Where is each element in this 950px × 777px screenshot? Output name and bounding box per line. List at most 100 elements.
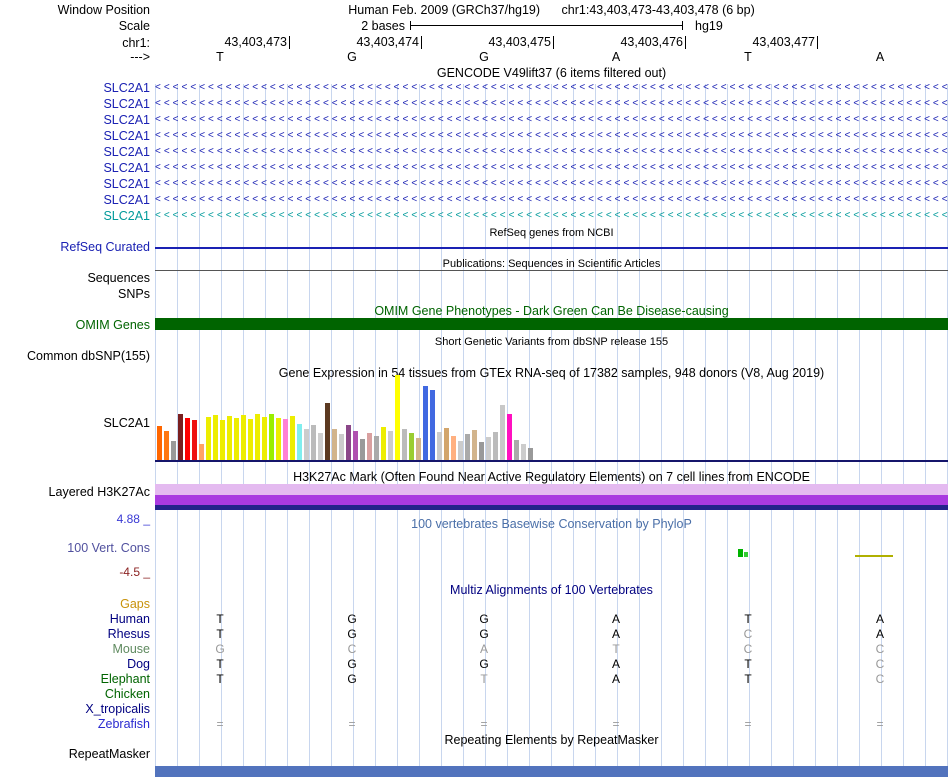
gtex-expression-bar[interactable] bbox=[395, 375, 400, 460]
gtex-expression-bar[interactable] bbox=[360, 439, 365, 460]
gtex-expression-bar[interactable] bbox=[283, 419, 288, 460]
gtex-expression-bar[interactable] bbox=[234, 418, 239, 460]
label-snps[interactable]: SNPs bbox=[118, 287, 150, 301]
gtex-expression-bar[interactable] bbox=[409, 433, 414, 460]
gtex-expression-bar[interactable] bbox=[318, 433, 323, 460]
multiz-species-label[interactable]: Zebrafish bbox=[97, 717, 150, 731]
label-omim-genes[interactable]: OMIM Genes bbox=[75, 318, 150, 332]
gtex-expression-bar[interactable] bbox=[437, 432, 442, 460]
gencode-track-label[interactable]: SLC2A1 bbox=[103, 177, 150, 191]
gtex-expression-bar[interactable] bbox=[199, 444, 204, 460]
gtex-expression-bar[interactable] bbox=[500, 405, 505, 460]
gencode-track-label[interactable]: SLC2A1 bbox=[103, 81, 150, 95]
h3k27ac-band-purple[interactable] bbox=[155, 495, 948, 505]
multiz-species-label[interactable]: Human bbox=[109, 612, 150, 626]
multiz-species-label[interactable]: Mouse bbox=[112, 642, 150, 656]
gtex-expression-bar[interactable] bbox=[472, 430, 477, 460]
gencode-transcript-row[interactable]: <<<<<<<<<<<<<<<<<<<<<<<<<<<<<<<<<<<<<<<<… bbox=[155, 194, 948, 205]
multiz-base: G bbox=[347, 612, 357, 626]
gtex-expression-bar[interactable] bbox=[388, 431, 393, 460]
gtex-expression-bar[interactable] bbox=[185, 418, 190, 460]
multiz-track-title: Multiz Alignments of 100 Vertebrates bbox=[450, 583, 653, 597]
h3k27ac-band-navy[interactable] bbox=[155, 505, 948, 510]
gtex-expression-bar[interactable] bbox=[269, 414, 274, 460]
gtex-expression-bar[interactable] bbox=[402, 429, 407, 460]
gtex-expression-bar[interactable] bbox=[290, 416, 295, 460]
multiz-species-label[interactable]: Gaps bbox=[120, 597, 150, 611]
gtex-expression-bar[interactable] bbox=[528, 448, 533, 460]
gencode-track-label[interactable]: SLC2A1 bbox=[103, 161, 150, 175]
gencode-transcript-row[interactable]: <<<<<<<<<<<<<<<<<<<<<<<<<<<<<<<<<<<<<<<<… bbox=[155, 162, 948, 173]
gtex-expression-bar[interactable] bbox=[521, 444, 526, 460]
gtex-expression-bar[interactable] bbox=[451, 436, 456, 460]
gtex-expression-bar[interactable] bbox=[416, 438, 421, 460]
gencode-track-label[interactable]: SLC2A1 bbox=[103, 97, 150, 111]
gtex-expression-bar[interactable] bbox=[374, 436, 379, 460]
gtex-expression-bar[interactable] bbox=[465, 434, 470, 460]
multiz-species-label[interactable]: Rhesus bbox=[107, 627, 150, 641]
gtex-expression-bar[interactable] bbox=[444, 428, 449, 460]
repeatmasker-track-title: Repeating Elements by RepeatMasker bbox=[444, 733, 659, 747]
gtex-expression-bar[interactable] bbox=[297, 424, 302, 460]
gencode-track-label[interactable]: SLC2A1 bbox=[103, 129, 150, 143]
refseq-curated-track-line[interactable] bbox=[155, 247, 948, 249]
multiz-species-label[interactable]: Elephant bbox=[100, 672, 150, 686]
gtex-expression-bar[interactable] bbox=[458, 441, 463, 460]
track-display-area[interactable]: Human Feb. 2009 (GRCh37/hg19) chr1:43,40… bbox=[155, 0, 948, 777]
gencode-transcript-row[interactable]: <<<<<<<<<<<<<<<<<<<<<<<<<<<<<<<<<<<<<<<<… bbox=[155, 98, 948, 109]
gencode-transcript-row[interactable]: <<<<<<<<<<<<<<<<<<<<<<<<<<<<<<<<<<<<<<<<… bbox=[155, 210, 948, 221]
gtex-expression-bar[interactable] bbox=[514, 440, 519, 460]
gtex-expression-bar[interactable] bbox=[430, 390, 435, 460]
gencode-transcript-row[interactable]: <<<<<<<<<<<<<<<<<<<<<<<<<<<<<<<<<<<<<<<<… bbox=[155, 130, 948, 141]
label-gtex-gene[interactable]: SLC2A1 bbox=[103, 416, 150, 430]
gtex-expression-bar[interactable] bbox=[423, 386, 428, 460]
gtex-expression-bar[interactable] bbox=[486, 437, 491, 460]
omim-gene-bar[interactable] bbox=[155, 318, 948, 330]
gtex-expression-bar[interactable] bbox=[311, 425, 316, 460]
label-sequences[interactable]: Sequences bbox=[87, 271, 150, 285]
gtex-expression-bar[interactable] bbox=[304, 429, 309, 460]
label-repeatmasker[interactable]: RepeatMasker bbox=[68, 747, 150, 761]
label-layered-h3k27ac[interactable]: Layered H3K27Ac bbox=[48, 485, 150, 499]
gencode-transcript-row[interactable]: <<<<<<<<<<<<<<<<<<<<<<<<<<<<<<<<<<<<<<<<… bbox=[155, 146, 948, 157]
gtex-expression-bar[interactable] bbox=[262, 417, 267, 460]
gtex-expression-bar[interactable] bbox=[227, 416, 232, 460]
gtex-expression-bar[interactable] bbox=[241, 415, 246, 460]
h3k27ac-band-light[interactable] bbox=[155, 484, 948, 495]
gtex-expression-bar[interactable] bbox=[164, 431, 169, 460]
gtex-expression-bar[interactable] bbox=[157, 426, 162, 460]
gtex-expression-bar[interactable] bbox=[255, 414, 260, 460]
gtex-expression-bar[interactable] bbox=[206, 417, 211, 460]
label-100-vert-cons[interactable]: 100 Vert. Cons bbox=[67, 541, 150, 555]
gtex-expression-bar[interactable] bbox=[381, 427, 386, 460]
gencode-transcript-row[interactable]: <<<<<<<<<<<<<<<<<<<<<<<<<<<<<<<<<<<<<<<<… bbox=[155, 82, 948, 93]
gencode-track-label[interactable]: SLC2A1 bbox=[103, 113, 150, 127]
gencode-track-label[interactable]: SLC2A1 bbox=[103, 193, 150, 207]
multiz-species-label[interactable]: Chicken bbox=[104, 687, 150, 701]
label-refseq-curated[interactable]: RefSeq Curated bbox=[60, 240, 150, 254]
multiz-species-label[interactable]: Dog bbox=[127, 657, 150, 671]
gtex-expression-bar[interactable] bbox=[178, 414, 183, 460]
gencode-transcript-row[interactable]: <<<<<<<<<<<<<<<<<<<<<<<<<<<<<<<<<<<<<<<<… bbox=[155, 114, 948, 125]
gtex-expression-bar[interactable] bbox=[248, 419, 253, 460]
gtex-expression-bar[interactable] bbox=[213, 415, 218, 460]
gtex-expression-bar[interactable] bbox=[325, 403, 330, 460]
label-common-dbsnp[interactable]: Common dbSNP(155) bbox=[27, 349, 150, 363]
gtex-expression-bar[interactable] bbox=[479, 442, 484, 460]
gtex-expression-bar[interactable] bbox=[220, 420, 225, 460]
gencode-transcript-row[interactable]: <<<<<<<<<<<<<<<<<<<<<<<<<<<<<<<<<<<<<<<<… bbox=[155, 178, 948, 189]
gtex-expression-bar[interactable] bbox=[493, 432, 498, 460]
gtex-expression-bar[interactable] bbox=[367, 433, 372, 460]
gtex-expression-bar[interactable] bbox=[346, 425, 351, 460]
gencode-track-label[interactable]: SLC2A1 bbox=[103, 209, 150, 223]
gtex-expression-bar[interactable] bbox=[332, 429, 337, 460]
gtex-expression-bar[interactable] bbox=[507, 414, 512, 460]
gtex-expression-bar[interactable] bbox=[276, 418, 281, 460]
multiz-species-label[interactable]: X_tropicalis bbox=[85, 702, 150, 716]
bottom-blue-bar[interactable] bbox=[155, 766, 948, 777]
gtex-expression-bar[interactable] bbox=[339, 434, 344, 460]
gtex-expression-bar[interactable] bbox=[192, 420, 197, 460]
gtex-expression-bar[interactable] bbox=[353, 431, 358, 460]
gencode-track-label[interactable]: SLC2A1 bbox=[103, 145, 150, 159]
gtex-expression-bar[interactable] bbox=[171, 441, 176, 460]
